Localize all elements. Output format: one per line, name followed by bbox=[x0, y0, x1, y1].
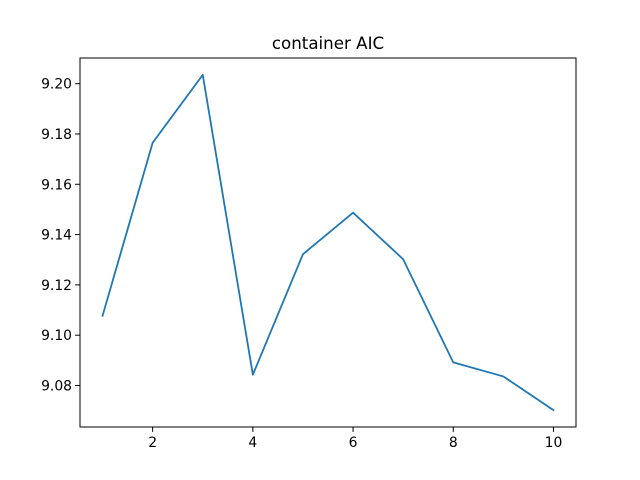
chart-title: container AIC bbox=[272, 33, 384, 53]
x-tick-label: 4 bbox=[248, 435, 257, 451]
plot-frame bbox=[79, 57, 577, 428]
y-axis: 9.08 9.10 9.12 9.14 9.16 9.18 9.20 bbox=[41, 77, 80, 394]
y-tick-label: 9.14 bbox=[41, 228, 72, 244]
y-tick-label: 9.10 bbox=[41, 328, 72, 344]
x-tick-label: 10 bbox=[545, 435, 563, 451]
x-tick-label: 6 bbox=[349, 435, 358, 451]
x-axis: 2 4 6 8 10 bbox=[148, 427, 562, 451]
y-tick-label: 9.20 bbox=[41, 77, 72, 93]
y-tick-label: 9.12 bbox=[41, 278, 72, 294]
x-tick-label: 8 bbox=[449, 435, 458, 451]
x-tick-label: 2 bbox=[148, 435, 157, 451]
y-tick-label: 9.16 bbox=[41, 177, 72, 193]
y-tick-label: 9.08 bbox=[41, 378, 72, 394]
y-tick-label: 9.18 bbox=[41, 127, 72, 143]
series-line bbox=[101, 73, 555, 412]
